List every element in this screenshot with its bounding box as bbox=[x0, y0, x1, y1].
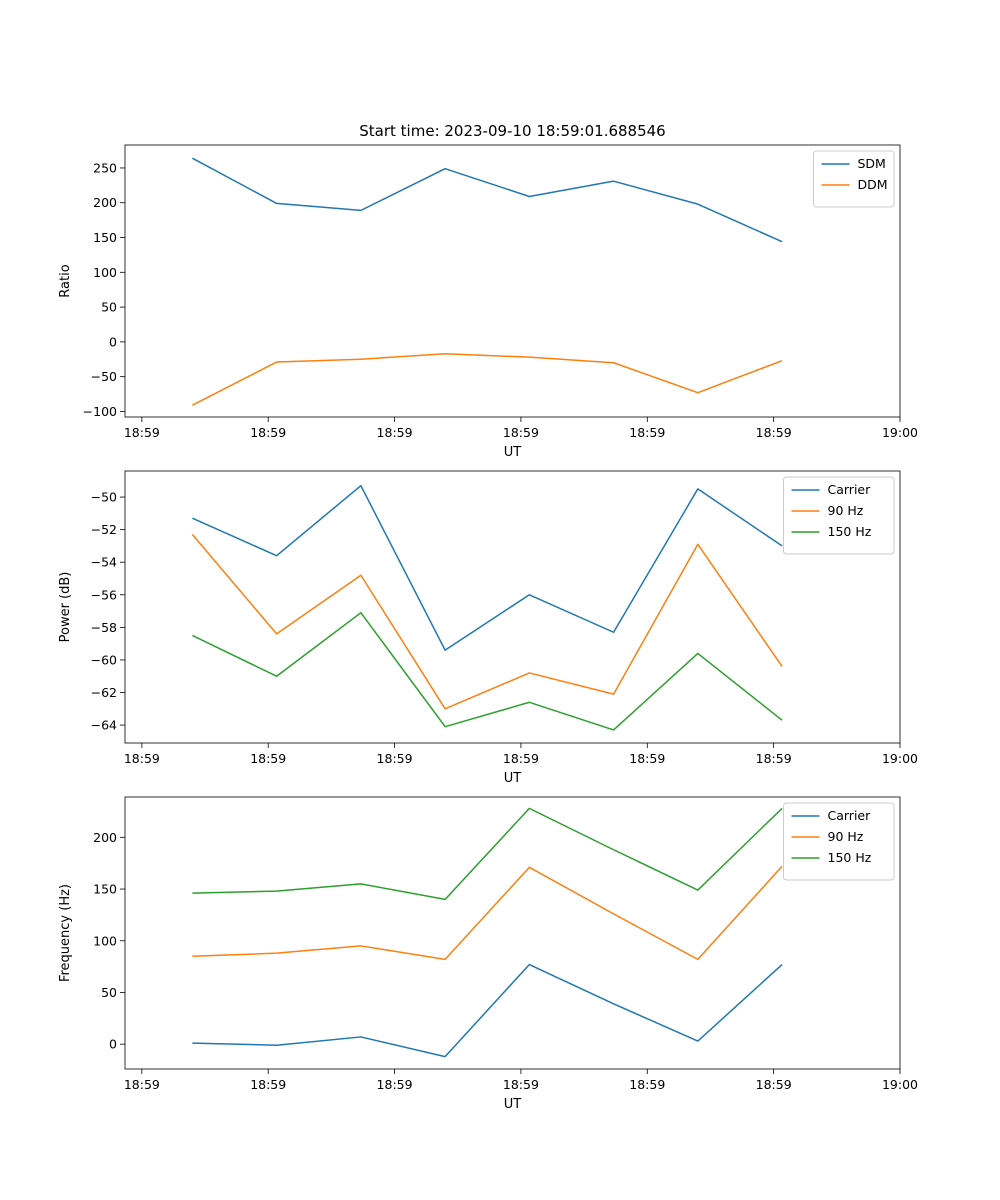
panel-1-x-tick-label: 18:59 bbox=[756, 425, 792, 440]
panel-3-y-tick-label: 0 bbox=[109, 1037, 117, 1052]
panel-2-series-carrier-line bbox=[192, 484, 783, 651]
panel-1-x-axis-label: UT bbox=[504, 445, 522, 460]
panel-2-legend-label-90-hz: 90 Hz bbox=[828, 503, 864, 518]
panel-1-x-tick-label: 19:00 bbox=[882, 425, 918, 440]
panel-2-y-tick-label: −54 bbox=[91, 555, 117, 570]
panel-1-legend: SDM DDM bbox=[813, 150, 895, 208]
panel-2-y-tick-label: −58 bbox=[91, 620, 117, 635]
panel-3-legend-box bbox=[783, 802, 895, 881]
panel-3-series-90-hz-line bbox=[192, 865, 783, 961]
subplot-ratio: 18:59 18:59 18:59 18:59 18:59 18:59 19:00 −100 −… bbox=[58, 144, 918, 460]
panel-1-y-tick-label: −100 bbox=[83, 404, 117, 419]
panel-1-y-tick-label: −50 bbox=[91, 369, 117, 384]
panel-2-axes-frame bbox=[124, 470, 901, 744]
panel-2-y-tick-label: −52 bbox=[91, 522, 117, 537]
panel-2-y-tick-label: −56 bbox=[91, 587, 117, 602]
panel-2-series-90-hz-line bbox=[191, 534, 783, 710]
panel-3-legend-label-90-hz: 90 Hz bbox=[828, 829, 864, 844]
panel-1-y-tick-label: 0 bbox=[109, 334, 117, 349]
panel-1-x-tick-label: 18:59 bbox=[629, 425, 665, 440]
panel-3-legend-label-150-hz: 150 Hz bbox=[828, 850, 872, 865]
panel-3-series-carrier-line bbox=[192, 963, 783, 1058]
panel-3-x-tick-label: 18:59 bbox=[377, 1077, 413, 1092]
panel-2-y-tick-label: −64 bbox=[91, 718, 117, 733]
panel-1-x-tick-label: 18:59 bbox=[124, 425, 160, 440]
panel-1-legend-label-sdm: SDM bbox=[858, 156, 886, 171]
panel-1-y-tick-label: 200 bbox=[93, 195, 117, 210]
panel-1-axes-frame bbox=[124, 144, 901, 418]
panel-3-y-axis-label: Frequency (Hz) bbox=[58, 884, 73, 982]
panel-2-x-axis-label: UT bbox=[504, 771, 522, 786]
panel-3-x-tick-label: 18:59 bbox=[756, 1077, 792, 1092]
panel-3-y-tick-label: 50 bbox=[101, 985, 117, 1000]
panel-1-x-tick-label: 18:59 bbox=[250, 425, 286, 440]
panel-1-y-tick-label: 150 bbox=[93, 230, 117, 245]
panel-1-y-axis-label: Ratio bbox=[58, 264, 73, 297]
panel-2-y-tick-label: −50 bbox=[91, 490, 117, 505]
panel-3-x-tick-label: 18:59 bbox=[250, 1077, 286, 1092]
panel-1-x-tick-label: 18:59 bbox=[503, 425, 539, 440]
panel-2-x-tick-label: 19:00 bbox=[882, 751, 918, 766]
panel-3-y-tick-label: 150 bbox=[93, 882, 117, 897]
panel-1-series-sdm-line bbox=[192, 157, 783, 243]
panel-3-y-tick-label: 100 bbox=[93, 933, 117, 948]
panel-1-x-tick-label: 18:59 bbox=[377, 425, 413, 440]
panel-3-x-tick-label: 18:59 bbox=[124, 1077, 160, 1092]
panel-3-x-tick-label: 18:59 bbox=[629, 1077, 665, 1092]
panel-2-y-tick-label: −60 bbox=[91, 652, 117, 667]
panel-2-x-tick-label: 18:59 bbox=[124, 751, 160, 766]
panel-2-y-tick-label: −62 bbox=[91, 685, 117, 700]
panel-2-x-tick-label: 18:59 bbox=[377, 751, 413, 766]
panel-3-legend: Carrier 90 Hz 150 Hz bbox=[783, 802, 895, 881]
panel-2-x-tick-label: 18:59 bbox=[756, 751, 792, 766]
panel-1-y-tick-label: 100 bbox=[93, 265, 117, 280]
panel-2-series-150-hz-line bbox=[192, 611, 783, 731]
panel-1-legend-box bbox=[813, 150, 895, 208]
panel-3-x-axis-label: UT bbox=[504, 1097, 522, 1112]
panel-2-x-tick-label: 18:59 bbox=[629, 751, 665, 766]
panel-2-y-axis-label: Power (dB) bbox=[58, 572, 73, 643]
panel-3-legend-label-carrier: Carrier bbox=[828, 808, 872, 823]
panel-1-y-tick-label: 50 bbox=[101, 300, 117, 315]
panel-3-series-150-hz-line bbox=[192, 807, 783, 901]
panel-2-legend-label-150-hz: 150 Hz bbox=[828, 524, 872, 539]
panel-2-x-tick-label: 18:59 bbox=[250, 751, 286, 766]
panel-2-legend: Carrier 90 Hz 150 Hz bbox=[783, 476, 895, 555]
panel-3-axes-frame bbox=[124, 796, 901, 1070]
panel-2-x-tick-label: 18:59 bbox=[503, 751, 539, 766]
panel-3-x-tick-label: 19:00 bbox=[882, 1077, 918, 1092]
panel-3-x-tick-label: 18:59 bbox=[503, 1077, 539, 1092]
panel-3-y-tick-label: 200 bbox=[93, 830, 117, 845]
panel-1-legend-label-ddm: DDM bbox=[858, 177, 888, 192]
panel-2-legend-box bbox=[783, 476, 895, 555]
panel-1-y-tick-label: 250 bbox=[93, 160, 117, 175]
subplot-frequency: 18:59 18:59 18:59 18:59 18:59 18:59 19:00 0 50 10… bbox=[58, 796, 918, 1112]
panel-2-legend-label-carrier: Carrier bbox=[828, 482, 872, 497]
subplot-power: 18:59 18:59 18:59 18:59 18:59 18:59 19:00 −64 −6… bbox=[58, 470, 918, 786]
figure-title: Start time: 2023-09-10 18:59:01.688546 bbox=[359, 122, 665, 140]
panel-1-series-ddm-line bbox=[192, 352, 783, 406]
